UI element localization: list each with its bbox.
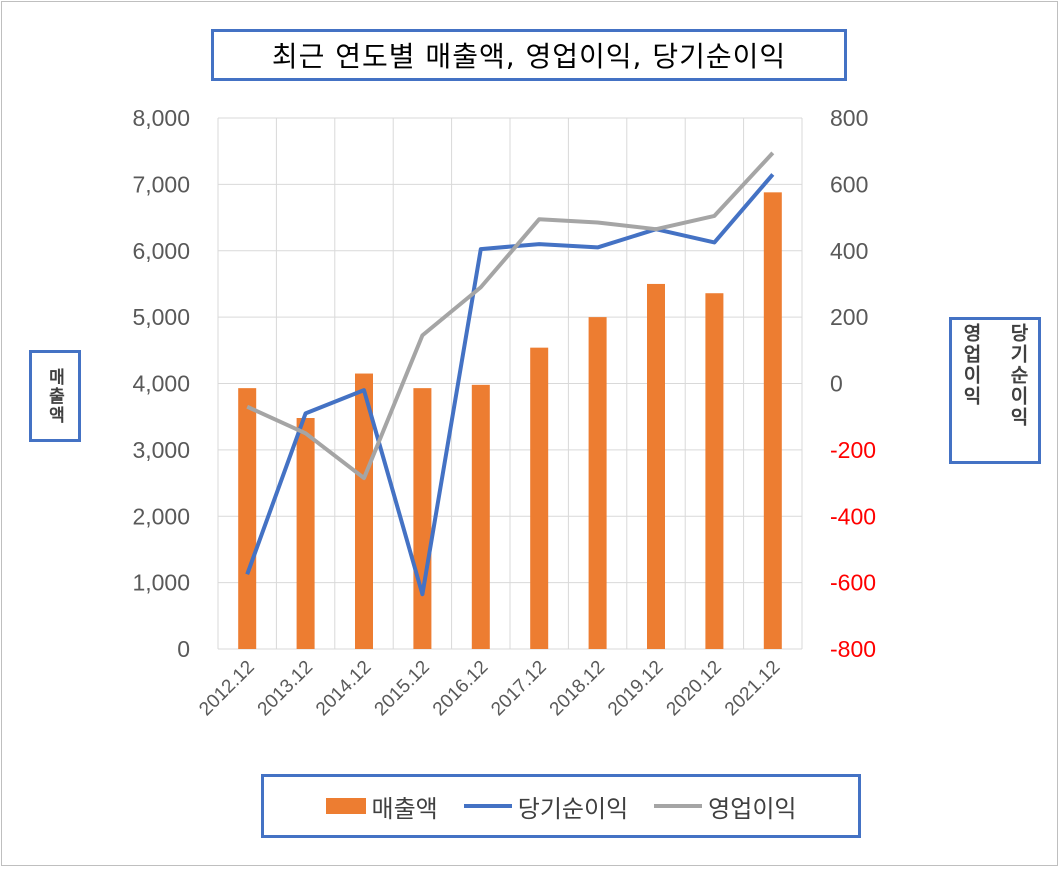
x-tick-label: 2021.12 [721,657,784,720]
bar-sales [588,317,607,649]
y-tick-label: 6,000 [132,238,190,264]
y2-axis-label-operating-income: 영업이익 [960,323,982,407]
legend-label-net-income: 당기순이익 [517,794,629,823]
legend-swatch-sales [325,798,366,814]
line-series [245,151,775,597]
bar-sales [413,388,432,649]
bar-series [238,192,782,649]
y-tick-label: 2,000 [132,503,190,529]
x-tick-label: 2016.12 [429,657,492,720]
y-tick-label: 7,000 [132,171,190,197]
y2-axis-ticks: -800 -600 -400 -200 0 200 400 600 800 [830,105,876,662]
bar-sales [238,388,257,649]
bar-sales [763,192,782,649]
chart-title: 최근 연도별 매출액, 영업이익, 당기순이익 [211,29,847,81]
x-tick-label: 2020.12 [663,657,726,720]
bar-sales [296,418,315,649]
grid-lines [217,117,803,650]
bar-sales [355,373,373,649]
y-axis-label: 매출액 [29,350,81,442]
y-tick-label: 1,000 [132,570,190,596]
bar-sales [705,293,724,649]
y-tick-label: 8,000 [132,105,190,131]
y-tick-label: 3,000 [132,437,190,463]
y2-tick-label: 800 [830,105,868,131]
legend-swatch-net-income [463,804,512,808]
x-tick-label: 2019.12 [604,657,667,720]
y2-tick-label: -800 [830,636,876,662]
y2-tick-label: -600 [830,570,876,596]
line-operating-income [246,151,775,481]
legend-item-sales: 매출액 [325,789,438,824]
bar-sales [530,347,549,649]
y2-tick-label: 200 [830,304,868,330]
y-tick-label: 5,000 [132,304,190,330]
legend-swatch-operating-income [654,804,703,808]
y-tick-label: 4,000 [132,371,190,397]
bar-sales [647,283,665,649]
x-tick-label: 2015.12 [371,657,434,720]
y2-tick-label: 0 [830,371,843,397]
bar-sales [471,384,490,649]
x-tick-label: 2014.12 [312,657,375,720]
y-tick-label: 0 [177,636,190,662]
legend: 매출액 당기순이익 영업이익 [261,774,861,838]
x-tick-label: 2012.12 [195,657,258,720]
y2-tick-label: -200 [830,437,876,463]
y2-tick-label: -400 [830,503,876,529]
y2-tick-label: 600 [830,171,868,197]
y2-axis-label: 당기순이익 영업이익 [949,317,1041,464]
x-tick-label: 2017.12 [487,657,550,720]
x-tick-label: 2013.12 [254,657,317,720]
x-tick-label: 2018.12 [546,657,609,720]
y2-axis-label-net-income: 당기순이익 [1007,323,1029,428]
legend-label-sales: 매출액 [371,794,438,823]
x-axis-ticks: 2012.122013.122014.122015.122016.122017.… [195,657,784,720]
legend-label-operating-income: 영업이익 [708,794,797,823]
legend-item-operating-income: 영업이익 [654,789,796,824]
y-axis-ticks: 0 1,000 2,000 3,000 4,000 5,000 6,000 7,000 8,00… [132,105,190,662]
line-net-income [245,173,775,597]
legend-item-net-income: 당기순이익 [463,789,629,824]
y2-tick-label: 400 [830,238,868,264]
